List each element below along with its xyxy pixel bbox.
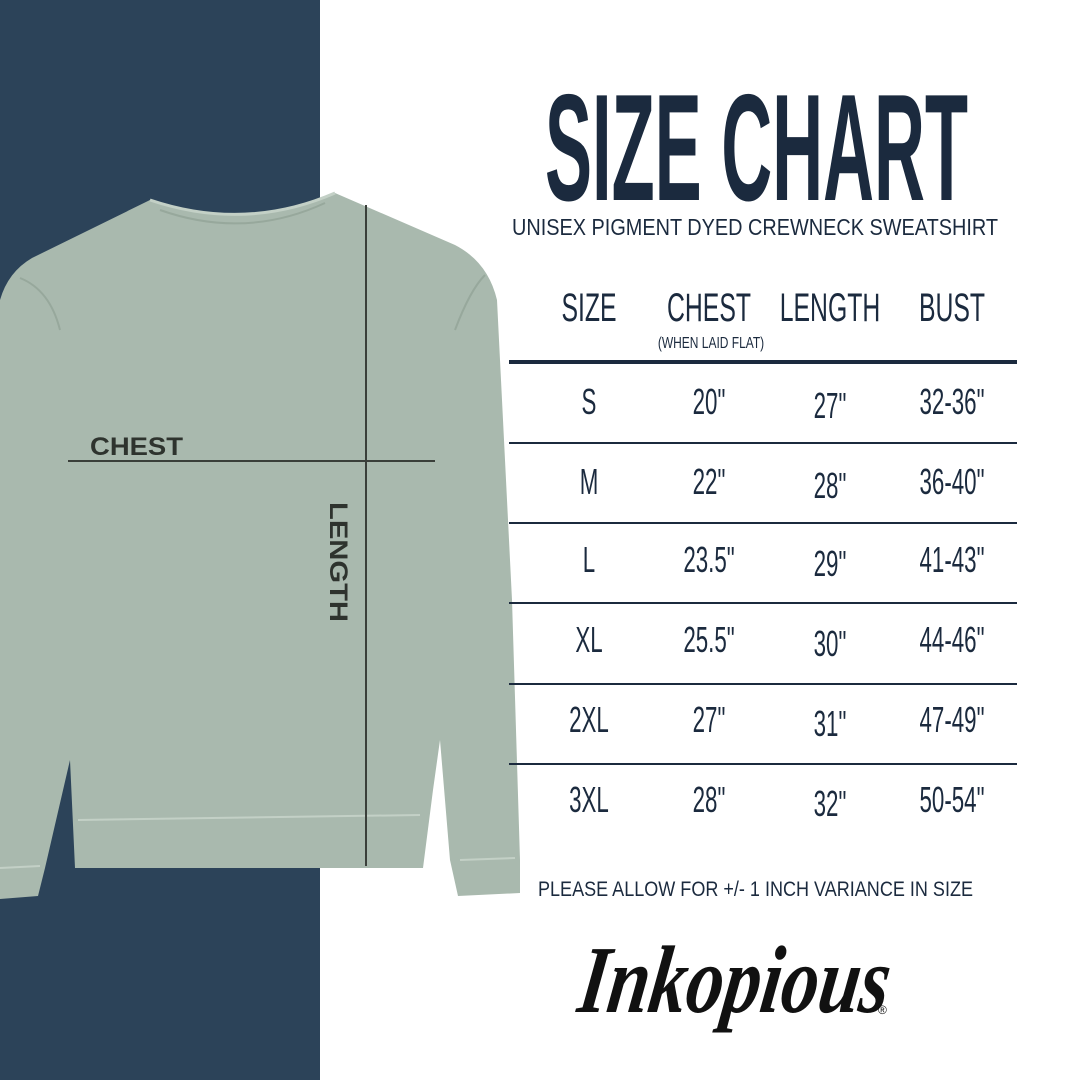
table-cell: 50-54" <box>920 781 985 821</box>
table-cell: 32" <box>814 785 847 825</box>
size-table: SIZE CHEST LENGTH BUST (WHEN LAID FLAT) S 20" 2… <box>509 286 1017 824</box>
table-cell: 36-40" <box>920 463 985 503</box>
table-cell: 20" <box>693 383 726 423</box>
table-cell: 44-46" <box>920 621 985 661</box>
table-cell: M <box>580 463 599 503</box>
column-header-bust: BUST <box>919 286 985 330</box>
table-cell: XL <box>575 621 602 661</box>
table-cell: 32-36" <box>920 383 985 423</box>
table-cell: 41-43" <box>920 541 985 581</box>
column-header-chest: CHEST <box>667 286 751 330</box>
table-cell: 27" <box>814 387 847 427</box>
table-cell: 31" <box>814 705 847 745</box>
logo-text: Inkopious <box>572 926 898 1032</box>
table-cell: 25.5" <box>683 621 734 661</box>
table-cell: 27" <box>693 701 726 741</box>
subtitle: UNISEX PIGMENT DYED CREWNECK SWEATSHIRT <box>512 214 998 240</box>
page-title: SIZE CHART <box>545 63 968 233</box>
table-cell: 28" <box>693 781 726 821</box>
table-cell: L <box>583 541 595 581</box>
sweatshirt-image: CHEST LENGTH <box>0 191 520 899</box>
column-header-length: LENGTH <box>780 286 881 330</box>
table-cell: S <box>582 383 597 423</box>
table-cell: 22" <box>693 463 726 503</box>
column-header-size: SIZE <box>561 286 616 330</box>
chest-label: CHEST <box>90 433 183 461</box>
table-cell: 23.5" <box>683 541 734 581</box>
table-cell: 2XL <box>569 701 609 741</box>
brand-logo: Inkopious ® <box>572 926 898 1032</box>
table-cell: 29" <box>814 545 847 585</box>
table-cell: 47-49" <box>920 701 985 741</box>
table-cell: 30" <box>814 625 847 665</box>
length-label: LENGTH <box>324 502 352 622</box>
chest-note: (WHEN LAID FLAT) <box>658 333 764 351</box>
variance-note: PLEASE ALLOW FOR +/- 1 INCH VARIANCE IN … <box>538 878 973 901</box>
table-cell: 3XL <box>569 781 609 821</box>
registered-mark: ® <box>878 1003 887 1017</box>
table-cell: 28" <box>814 467 847 507</box>
